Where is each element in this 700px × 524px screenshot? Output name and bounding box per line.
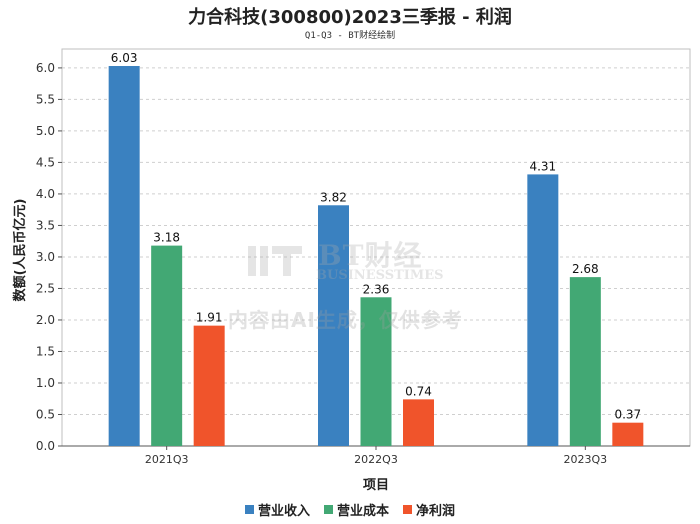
y-tick-label: 3.0 bbox=[36, 250, 55, 264]
bar bbox=[527, 174, 559, 446]
x-tick-label: 2022Q3 bbox=[354, 453, 398, 466]
y-tick-label: 6.0 bbox=[36, 61, 55, 75]
legend-label: 营业成本 bbox=[336, 504, 389, 519]
watermark-logo-icon bbox=[248, 246, 302, 276]
bar bbox=[193, 325, 225, 446]
y-tick-label: 1.5 bbox=[36, 344, 55, 358]
x-tick-label: 2021Q3 bbox=[145, 453, 189, 466]
y-tick-label: 3.5 bbox=[36, 218, 55, 232]
legend-swatch bbox=[323, 505, 333, 514]
y-tick-label: 5.0 bbox=[36, 124, 55, 138]
chart-title: 力合科技(300800)2023三季报 - 利润 bbox=[188, 7, 512, 28]
y-tick-label: 0.0 bbox=[36, 439, 55, 453]
bar bbox=[151, 245, 183, 446]
legend-item-cost: 营业成本 bbox=[323, 500, 389, 519]
bar bbox=[612, 422, 644, 446]
data-label: 3.18 bbox=[153, 231, 180, 245]
y-tick-label: 4.0 bbox=[36, 187, 55, 201]
data-label: 6.03 bbox=[111, 51, 138, 65]
bar bbox=[569, 277, 601, 446]
watermark-brand: BT财经 bbox=[318, 239, 423, 272]
data-label: 2.36 bbox=[363, 282, 390, 296]
legend-item-revenue: 营业收入 bbox=[244, 500, 310, 519]
data-label: 2.68 bbox=[572, 262, 599, 276]
watermark-notice: 内容由AI生成，仅供参考 bbox=[228, 308, 463, 332]
legend-label: 净利润 bbox=[416, 504, 456, 519]
axes: 0.0 0.5 1.0 1.5 2.0 2.5 3.0 3.5 4.0 4.5 5.0 5.5 6.0 2… bbox=[36, 48, 691, 466]
legend-swatch bbox=[403, 505, 412, 514]
y-tick-label: 2.5 bbox=[36, 281, 55, 295]
y-axis-label: 数额(人民币亿元) bbox=[12, 199, 28, 302]
y-tick-label: 2.0 bbox=[36, 313, 55, 327]
data-label: 1.91 bbox=[196, 311, 223, 325]
y-tick-label: 1.0 bbox=[36, 376, 55, 390]
y-tick-label: 0.5 bbox=[36, 407, 55, 421]
legend-swatch bbox=[244, 505, 254, 514]
y-tick-label: 4.5 bbox=[36, 155, 55, 169]
x-axis-label: 项目 bbox=[363, 478, 389, 493]
data-label: 0.74 bbox=[405, 384, 432, 398]
data-label: 3.82 bbox=[320, 190, 347, 204]
bars bbox=[108, 66, 644, 446]
legend-label: 营业收入 bbox=[257, 504, 310, 519]
bar bbox=[360, 297, 392, 446]
watermark-brand-en: BUSINESSTIMES bbox=[316, 268, 444, 283]
data-label: 0.37 bbox=[614, 408, 641, 422]
y-tick-label: 5.5 bbox=[36, 92, 55, 106]
legend: 营业收入 营业成本 净利润 bbox=[0, 500, 700, 519]
bar bbox=[108, 66, 140, 446]
x-tick-label: 2023Q3 bbox=[564, 453, 608, 466]
data-labels: 6.03 3.18 1.91 3.82 2.36 0.74 4.31 2.68 0.37 bbox=[111, 51, 641, 422]
legend-item-net-profit: 净利润 bbox=[403, 500, 455, 519]
chart-subtitle: Q1-Q3 - BT财经绘制 bbox=[304, 31, 396, 41]
bar bbox=[318, 205, 349, 446]
data-label: 4.31 bbox=[529, 159, 556, 173]
bar bbox=[403, 399, 434, 446]
